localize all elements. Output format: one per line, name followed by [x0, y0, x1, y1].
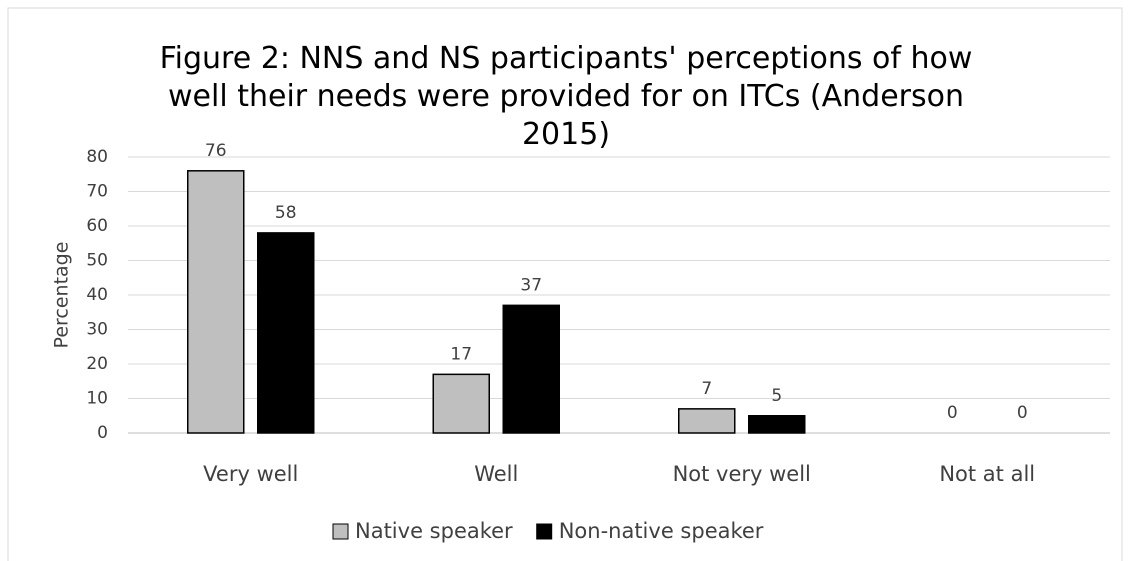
x-tick-label: Not at all	[939, 462, 1035, 486]
y-axis-label: Percentage	[51, 242, 73, 349]
data-label: 7	[701, 379, 712, 399]
legend-label: Native speaker	[355, 519, 513, 543]
bar	[432, 373, 490, 434]
bar	[187, 170, 245, 434]
bar	[502, 304, 560, 434]
y-tick-label: 70	[86, 182, 108, 202]
y-tick-label: 50	[86, 251, 108, 271]
chart-border	[7, 7, 1123, 561]
y-tick-label: 60	[86, 216, 108, 236]
y-tick-label: 0	[97, 423, 108, 443]
data-label: 37	[520, 275, 542, 295]
data-label: 0	[1017, 403, 1028, 423]
data-label: 0	[947, 403, 958, 423]
y-tick-label: 80	[86, 147, 108, 167]
y-tick-label: 40	[86, 285, 108, 305]
x-tick-label: Very well	[203, 462, 298, 486]
bar	[678, 408, 736, 434]
y-tick-label: 30	[86, 320, 108, 340]
x-tick-label: Well	[474, 462, 518, 486]
data-label: 76	[205, 141, 227, 161]
bar	[257, 232, 315, 434]
data-label: 5	[771, 386, 782, 406]
legend-swatch	[536, 523, 553, 540]
y-tick-label: 20	[86, 354, 108, 374]
bar	[748, 415, 806, 434]
x-tick-label: Not very well	[673, 462, 811, 486]
legend-swatch	[332, 523, 349, 540]
legend-label: Non-native speaker	[559, 519, 764, 543]
data-label: 58	[275, 203, 297, 223]
y-tick-label: 10	[86, 389, 108, 409]
data-label: 17	[450, 344, 472, 364]
chart-title: Figure 2: NNS and NS participants' perce…	[159, 41, 973, 152]
